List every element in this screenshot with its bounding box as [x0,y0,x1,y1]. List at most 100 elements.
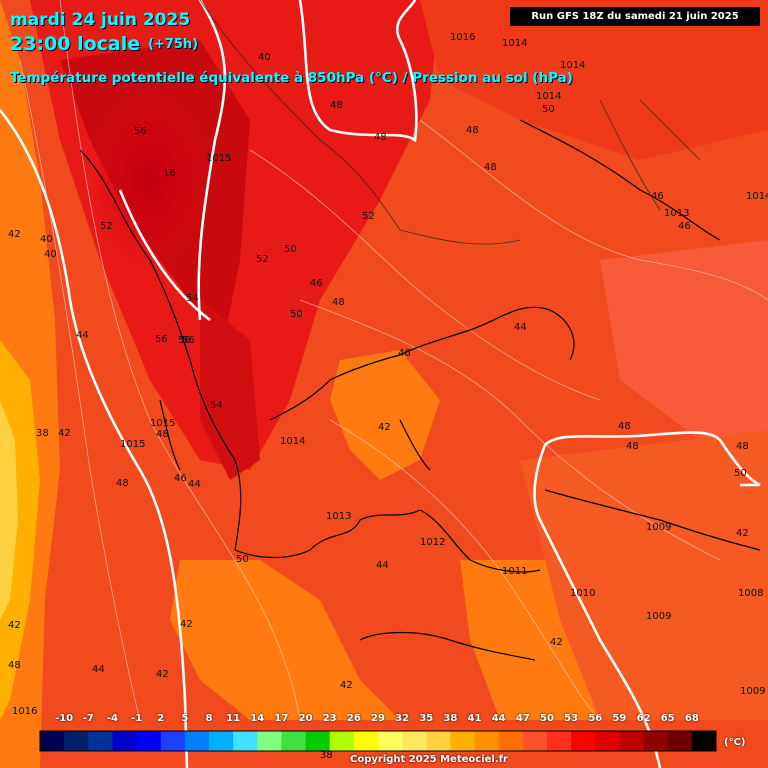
theta-label: 54 [210,400,223,411]
legend-value: 53 [564,713,579,724]
legend-value: 47 [515,713,530,724]
legend-swatch [571,731,596,751]
isobar-label: 1013 [664,208,689,219]
theta-label: 40 [40,234,53,245]
theta-label: 48 [466,125,479,136]
theta-label: 56 [134,126,147,137]
legend-value: 26 [346,713,361,724]
borders [199,0,701,245]
isobar-label: 1015 [150,418,175,429]
isobar-label: 1009 [646,522,671,533]
theta-label: 50 [734,468,747,479]
legend-swatch [619,731,645,751]
legend-swatch [643,731,669,751]
legend-swatch [450,731,476,751]
theta-label: 42 [340,680,353,691]
theta-label: 40 [258,52,271,63]
theta-label: 50 [290,309,303,320]
forecast-date: mardi 24 juin 2025 [10,10,191,30]
theta-label: 48 [8,660,21,671]
theta-label: 56 [182,335,195,346]
theta-label: 44 [514,322,527,333]
legend-swatch [402,731,427,751]
theta-label: 42 [550,637,563,648]
legend-value: 50 [540,713,554,724]
legend-swatch [136,731,162,751]
theta-label: 42 [8,620,21,631]
legend-value: 11 [226,713,241,724]
theta-label: 42 [736,528,749,539]
legend-swatch [88,731,113,751]
theta-label: 46 [678,221,691,232]
coastlines [79,119,761,661]
legend-swatch [595,731,620,751]
legend-swatch [353,731,379,751]
legend-swatch [209,731,234,751]
run-info: Run GFS 18Z du samedi 21 juin 2025 [510,7,760,26]
theta-label: 48 [374,132,387,143]
theta-label: 42 [8,229,21,240]
theta-label: 48 [156,429,169,440]
legend-value: 62 [636,713,651,724]
legend-swatch [64,731,89,751]
legend-swatch [184,731,210,751]
legend-value: -1 [131,713,143,724]
isobar-label: 1009 [740,686,765,697]
forecast-lead: (+75h) [148,37,199,52]
isobar-label: 1014 [746,191,768,202]
isobar-label: 1016 [450,32,475,43]
legend-swatch [281,731,307,751]
isobar-label: 1012 [420,537,445,548]
theta-label: 46 [174,473,187,484]
theta-label: 44 [76,330,89,341]
theta-label: 42 [180,619,193,630]
theta-label: 52 [362,211,375,222]
legend-value: 29 [371,713,385,724]
copyright: Copyright 2025 Meteociel.fr [350,754,508,765]
isobar-label: 1011 [502,566,527,577]
theta-label: 44 [376,560,389,571]
isobar-label: 1014 [502,38,527,49]
isobar-label: 1013 [326,511,351,522]
legend-unit: (°C) [724,737,746,748]
legend-swatch [160,731,186,751]
theta-label: 46 [398,348,411,359]
isobar-label: 1009 [646,611,671,622]
legend-value: -7 [82,713,94,724]
isobar-labels: 1014 1014 1014 1015 1013 1014 1015 1016 1015 1014… [12,32,768,717]
legend-swatch [329,731,355,751]
legend-value: 65 [660,713,675,724]
isobar-label: 1016 [12,706,37,717]
legend-value: 5 [181,713,189,724]
legend-value: 2 [157,713,165,724]
theta-label: 52 [256,254,269,265]
legend-swatch [426,731,451,751]
legend-swatch [691,731,717,751]
theta-label: 16 [163,168,176,179]
isobar-label: 1015 [206,153,231,164]
legend-swatch [233,731,258,751]
legend-value: 35 [419,713,434,724]
isobar-label: 1010 [570,588,595,599]
legend-swatch [257,731,282,751]
legend-value: 8 [205,713,213,724]
legend-swatch [378,731,403,751]
theta-label: 42 [58,428,71,439]
theta-label: 48 [330,100,343,111]
legend-swatch [112,731,138,751]
legend-value: 59 [612,713,627,724]
legend-swatch [522,731,548,751]
legend-swatch [305,731,331,751]
theta-label: 48 [736,441,749,452]
theta-label: 50 [236,554,249,565]
legend-value: 32 [395,713,410,724]
legend-swatch [547,731,572,751]
legend-value: 44 [491,713,506,724]
legend-swatch [667,731,693,751]
theta-label: 48 [618,421,631,432]
theta-label: 56 [155,334,168,345]
